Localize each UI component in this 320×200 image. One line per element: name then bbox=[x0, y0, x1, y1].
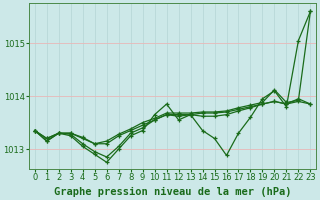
X-axis label: Graphe pression niveau de la mer (hPa): Graphe pression niveau de la mer (hPa) bbox=[54, 186, 291, 197]
